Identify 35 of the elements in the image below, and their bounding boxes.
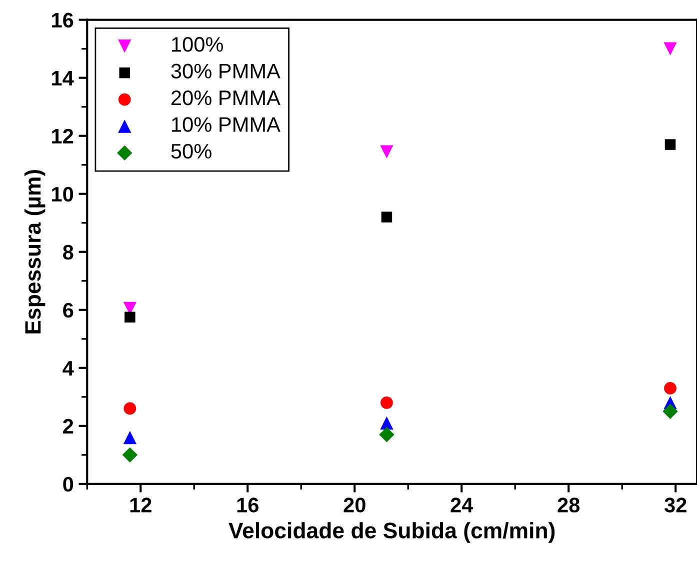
y-tick-label: 14 (52, 71, 74, 86)
point (123, 430, 137, 444)
point (380, 396, 393, 409)
legend-label: 10% PMMA (172, 117, 280, 132)
point (122, 447, 138, 463)
point (664, 139, 676, 150)
legend-label: 50% (171, 144, 212, 159)
y-tick-label: 4 (62, 361, 74, 376)
x-tick-label: 24 (450, 498, 474, 512)
point (662, 404, 678, 420)
x-axis-title: Velocidade de Subida (cm/min) (228, 522, 555, 543)
point (380, 145, 394, 158)
legend-label: 100% (172, 37, 223, 52)
y-tick-label: 12 (52, 128, 74, 144)
legend-label: 20% PMMA (172, 90, 280, 106)
y-axis-title: Espessura (µm) (24, 170, 46, 334)
point (124, 312, 136, 323)
y-tick-label: 8 (63, 244, 74, 260)
point (124, 402, 136, 415)
point (379, 427, 394, 442)
point (380, 416, 394, 430)
x-tick-label: 12 (130, 498, 152, 512)
point (664, 42, 677, 56)
x-tick-label: 28 (558, 498, 580, 512)
y-tick-label: 0 (63, 476, 74, 492)
y-tick-label: 10 (52, 186, 74, 202)
y-tick-label: 6 (63, 302, 74, 318)
point (381, 212, 392, 222)
y-tick-label: 2 (63, 418, 74, 434)
point (664, 382, 676, 394)
x-tick-label: 16 (237, 498, 258, 512)
legend-label: 30% PMMA (171, 64, 280, 78)
x-tick-label: 32 (664, 498, 686, 512)
x-tick-label: 20 (344, 498, 366, 512)
y-tick-label: 16 (52, 12, 74, 28)
